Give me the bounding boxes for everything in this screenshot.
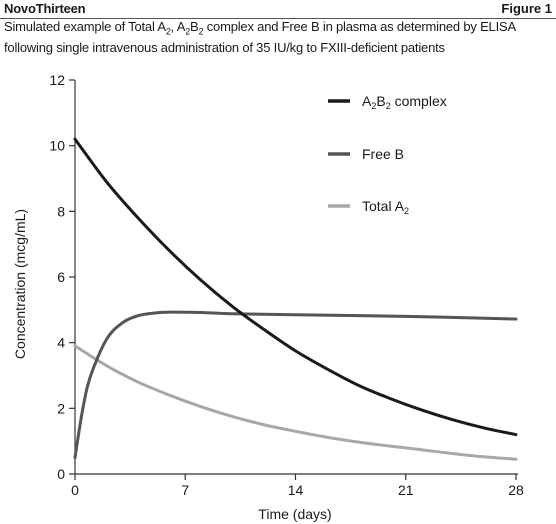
chart-legend: A2B2 complex Free B Total A2 xyxy=(328,93,447,216)
brand-name: NovoThirteen xyxy=(4,1,86,16)
x-tick-label: 14 xyxy=(288,482,304,498)
y-tick-label: 6 xyxy=(57,269,65,285)
x-tick-label: 0 xyxy=(71,482,79,498)
series-line-total-a2 xyxy=(73,344,518,461)
chart-series xyxy=(73,137,518,461)
header-divider xyxy=(0,18,556,19)
y-tick-label: 8 xyxy=(57,203,65,219)
y-tick-label: 2 xyxy=(57,400,65,416)
y-tick-label: 4 xyxy=(57,335,65,351)
legend-label-a2b2-complex: A2B2 complex xyxy=(362,93,447,111)
y-axis-label: Concentration (mcg/mL) xyxy=(12,209,28,359)
x-tick-label: 21 xyxy=(398,482,414,498)
figure-header: NovoThirteen Figure 1 xyxy=(4,0,552,18)
x-tick-label: 28 xyxy=(508,482,524,498)
figure-label: Figure 1 xyxy=(501,1,552,16)
series-line-a2b2-complex xyxy=(73,137,518,437)
x-axis-label: Time (days) xyxy=(258,506,331,522)
x-tick-label: 7 xyxy=(181,482,189,498)
y-tick-label: 0 xyxy=(57,466,65,482)
y-tick-label: 10 xyxy=(49,138,65,154)
legend-label-total-a2: Total A2 xyxy=(362,198,409,216)
y-tick-label: 12 xyxy=(49,72,65,88)
legend-label-free-b: Free B xyxy=(362,146,404,162)
figure-caption: Simulated example of Total A2, A2B2 comp… xyxy=(4,19,516,55)
chart-axes: 0 2 4 6 8 10 12 0 7 14 21 28 xyxy=(49,72,524,498)
series-line-free-b xyxy=(73,310,518,460)
